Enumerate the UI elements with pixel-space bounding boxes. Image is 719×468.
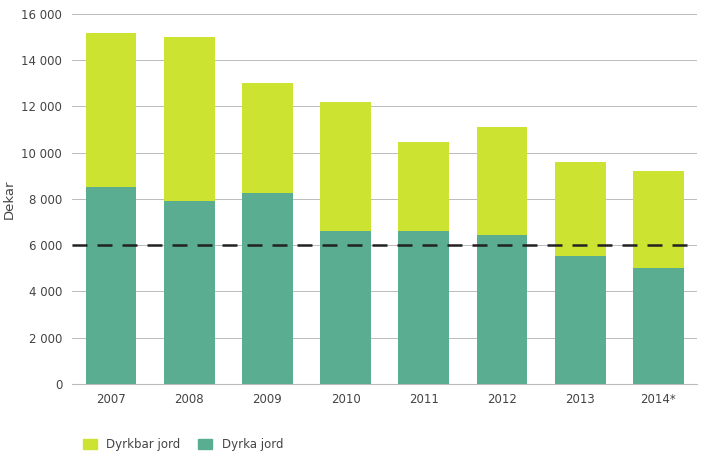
Bar (477, 127, 527, 235)
Bar (86, 187, 137, 384)
Bar (633, 268, 684, 384)
Y-axis label: Dekar: Dekar (3, 179, 16, 219)
Bar (164, 37, 214, 201)
Bar (320, 102, 371, 231)
Bar (398, 142, 449, 231)
Bar (164, 201, 214, 384)
Bar (555, 256, 605, 384)
Bar (398, 231, 449, 384)
Bar (633, 171, 684, 268)
Bar (242, 83, 293, 193)
Legend: Dyrkbar jord, Dyrka jord: Dyrkbar jord, Dyrka jord (78, 433, 288, 455)
Bar (320, 231, 371, 384)
Bar (242, 193, 293, 384)
Bar (477, 235, 527, 384)
Bar (86, 32, 137, 187)
Bar (555, 162, 605, 256)
